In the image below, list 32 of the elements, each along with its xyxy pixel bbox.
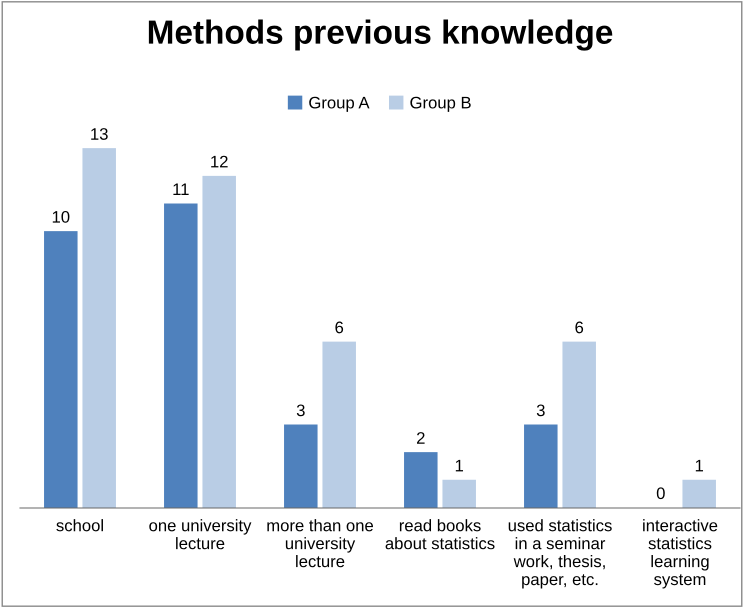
- data-label: 10: [52, 210, 70, 223]
- data-label: 2: [417, 432, 425, 444]
- bar: [442, 480, 476, 508]
- bar: [404, 452, 438, 508]
- data-label: 12: [211, 156, 228, 168]
- data-label: 11: [173, 184, 189, 195]
- bar: [202, 176, 236, 508]
- legend-label: Group A: [309, 96, 370, 112]
- bar: [562, 342, 596, 508]
- data-label: 1: [696, 460, 704, 472]
- chart-title: Methods previous knowledge: [148, 19, 612, 51]
- bar: [164, 203, 198, 508]
- data-label: 1: [456, 460, 464, 472]
- x-tick-label: one university lecture: [149, 519, 252, 550]
- bar: [524, 424, 558, 508]
- bar: [82, 148, 116, 508]
- data-label: 3: [296, 404, 305, 416]
- bar: [682, 480, 716, 508]
- bar: [44, 231, 78, 508]
- data-label: 6: [575, 322, 584, 334]
- data-label: 0: [656, 487, 665, 500]
- data-label: 3: [536, 404, 545, 416]
- x-tick-label: read books about statistics: [386, 519, 495, 550]
- legend-label: Group B: [410, 96, 471, 112]
- data-label: 6: [335, 322, 344, 334]
- x-tick-label: used statistics in a seminar work, thesis, paper, etc.: [508, 519, 612, 589]
- data-label: 13: [91, 128, 108, 140]
- x-tick-label: more than one university lecture: [267, 519, 374, 568]
- x-tick-label: interactive statistics learning system: [643, 519, 718, 589]
- x-tick-label: school: [56, 519, 103, 532]
- bar: [284, 424, 318, 508]
- bar: [322, 342, 356, 508]
